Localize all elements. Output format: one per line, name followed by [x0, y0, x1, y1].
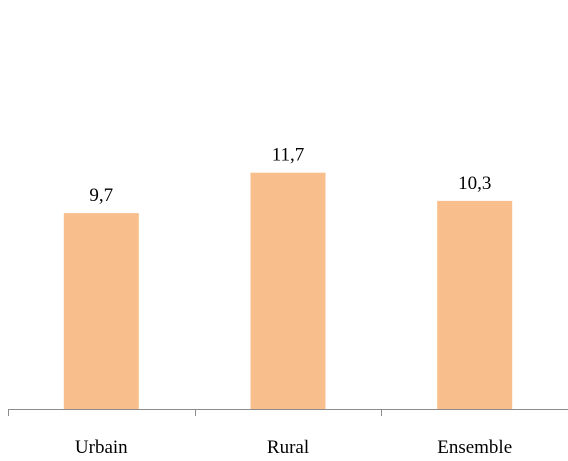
- bar-urbain: [63, 213, 139, 409]
- x-tick-label-ensemble: Ensemble: [437, 437, 512, 458]
- bar-ensemble: [437, 200, 513, 409]
- bars-layer: [63, 172, 513, 409]
- labels-layer: 9,7 Urbain 11,7 Rural 10,3 Ensemble: [75, 145, 512, 458]
- x-axis: [8, 409, 568, 416]
- x-tick-label-rural: Rural: [267, 437, 309, 458]
- x-tick-label-urbain: Urbain: [75, 437, 128, 458]
- data-label-rural: 11,7: [272, 145, 305, 166]
- data-label-ensemble: 10,3: [458, 173, 491, 194]
- bar-rural: [250, 172, 326, 409]
- data-label-urbain: 9,7: [89, 185, 113, 206]
